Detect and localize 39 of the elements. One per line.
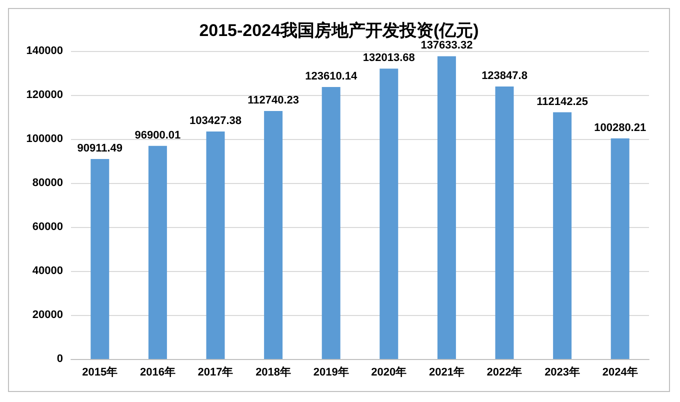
data-label: 112142.25: [536, 96, 588, 108]
data-label: 123610.14: [305, 70, 358, 83]
chart-title: 2015-2024我国房地产开发投资(亿元): [199, 21, 479, 40]
data-label: 137633.32: [420, 40, 473, 52]
bar: [206, 131, 225, 359]
y-tick-label: 100000: [26, 133, 63, 145]
x-tick-label: 2018年: [256, 366, 292, 378]
x-tick-label: 2015年: [82, 366, 118, 378]
data-label: 90911.49: [77, 142, 123, 154]
bar: [437, 56, 456, 359]
x-tick-label: 2024年: [602, 366, 638, 378]
bar: [90, 158, 110, 359]
data-label: 96900.01: [134, 129, 181, 142]
x-tick-label: 2023年: [544, 366, 580, 378]
data-label: 100280.21: [594, 122, 646, 134]
bar: [380, 68, 398, 359]
y-tick-label: 140000: [26, 45, 63, 57]
bar: [322, 87, 340, 359]
x-tick-label: 2016年: [140, 366, 176, 378]
x-tick-label: 2022年: [486, 366, 522, 378]
y-tick-label: 80000: [32, 177, 63, 189]
y-tick-label: 120000: [26, 89, 63, 101]
bar: [148, 146, 167, 359]
data-label: 112740.23: [248, 94, 299, 106]
data-label: 132013.68: [362, 52, 415, 64]
bar: [553, 112, 572, 359]
x-tick-label: 2021年: [428, 366, 464, 378]
data-label: 103427.38: [190, 114, 242, 127]
bar: [610, 138, 630, 359]
y-tick-label: 40000: [32, 265, 63, 277]
y-tick-label: 60000: [32, 221, 63, 233]
x-tick-label: 2017年: [198, 366, 234, 378]
data-label: 123847.8: [482, 70, 528, 82]
y-tick-label: 20000: [32, 309, 63, 321]
y-tick-label: 0: [56, 353, 63, 365]
x-tick-label: 2019年: [313, 366, 349, 378]
bar: [264, 110, 283, 359]
x-tick-label: 2020年: [371, 366, 407, 378]
bar: [495, 86, 514, 359]
